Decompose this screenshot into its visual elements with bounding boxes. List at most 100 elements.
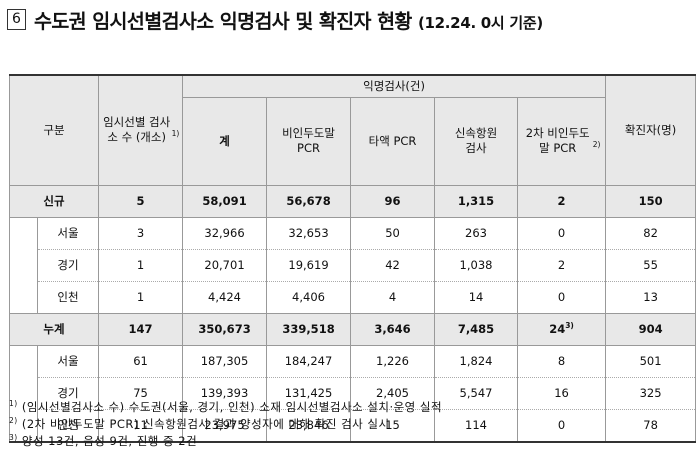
table-row: 인천 1 4,424 4,406 4 14 0 13: [9, 280, 697, 313]
cell-saliva: 42: [350, 248, 436, 281]
row-label: 서울: [36, 345, 100, 377]
header-second-pcr: 2차 비인두도말 PCR 2): [517, 96, 607, 186]
title-row: 6 수도권 임시선별검사소 익명검사 및 확진자 현황 (12.24. 0시 기…: [7, 5, 543, 34]
header-total: 계: [182, 96, 268, 186]
cell-nasal: 19,619: [266, 248, 352, 281]
cell-sites: 75: [98, 376, 184, 409]
cell-saliva: 15: [350, 408, 436, 442]
row-label: 인천: [36, 408, 100, 442]
cell-rapid: 5,547: [434, 376, 519, 409]
header-nasal-pcr: 비인두도말 PCR: [266, 96, 352, 186]
cell-second: 243): [517, 312, 607, 346]
indent-cell: [9, 409, 38, 442]
header-rapid-label: 신속항원 검사: [454, 126, 498, 155]
cell-sites: 61: [98, 345, 184, 377]
cell-total: 23,975: [182, 408, 268, 442]
cell-total: 187,305: [182, 345, 268, 377]
cell-saliva: 2,405: [350, 376, 436, 409]
cell-nasal: 32,653: [266, 217, 352, 249]
footnote-mark: 2): [9, 416, 18, 426]
footnote-mark-3: 3): [565, 321, 574, 331]
cell-sites: 147: [98, 312, 184, 346]
footnote-text: 양성 13건, 음성 9건, 진행 중 2건: [17, 434, 198, 448]
cell-rapid: 114: [434, 408, 519, 442]
row-label: 서울: [36, 217, 100, 249]
footnotes: 1) (임시선별검사소 수) 수도권(서울, 경기, 인천) 소재 임시선별검사…: [9, 399, 442, 450]
section-number-box: 6: [7, 8, 26, 30]
cell-sites: 3: [98, 217, 184, 249]
cell-second: 8: [517, 345, 607, 377]
cell-rapid: 7,485: [434, 312, 519, 346]
footnote-mark: 1): [9, 399, 18, 409]
cell-saliva: 4: [350, 280, 436, 313]
header-category: 구분: [8, 74, 100, 186]
cell-saliva: 96: [350, 184, 436, 218]
footnote: 2) (2차 비인두도말 PCR) 신속항원검사 결과 양성자에 대해 확진 검…: [9, 416, 442, 433]
cell-confirmed: 501: [605, 345, 697, 377]
footnote: 1) (임시선별검사소 수) 수도권(서울, 경기, 인천) 소재 임시선별검사…: [9, 399, 442, 416]
table-row-new: 신규 5 58,091 56,678 96 1,315 2 150: [8, 184, 697, 218]
indent-cell: [9, 217, 38, 249]
status-table: 구분 임시선별 검사소 수 (개소) 1) 익명검사(건) 확진자(명) 계 비인…: [8, 74, 697, 443]
row-label: 경기: [36, 248, 100, 281]
cell-saliva: 1,226: [350, 345, 436, 377]
row-label: 누계: [8, 312, 100, 346]
cell-total: 58,091: [182, 184, 268, 218]
cell-second: 2: [517, 248, 607, 281]
footnote-mark: 3): [9, 433, 18, 443]
cell-confirmed: 55: [605, 248, 697, 281]
header-sites-label: 임시선별 검사소 수 (개소): [103, 115, 171, 145]
footnote: 3) 양성 13건, 음성 9건, 진행 중 2건: [9, 433, 442, 450]
cell-nasal: 339,518: [266, 312, 352, 346]
indent-cell: [9, 377, 38, 409]
header-sites: 임시선별 검사소 수 (개소) 1): [98, 74, 184, 186]
cell-rapid: 1,315: [434, 184, 519, 218]
cell-saliva: 50: [350, 217, 436, 249]
cell-rapid: 263: [434, 217, 519, 249]
header-confirmed: 확진자(명): [605, 74, 697, 186]
cell-confirmed: 325: [605, 376, 697, 409]
cell-total: 32,966: [182, 217, 268, 249]
cell-total: 4,424: [182, 280, 268, 313]
cell-second: 0: [517, 280, 607, 313]
cell-total: 350,673: [182, 312, 268, 346]
cell-confirmed: 13: [605, 280, 697, 313]
footnote-mark-1: 1): [171, 129, 180, 139]
row-label: 인천: [36, 280, 100, 313]
cell-total: 139,393: [182, 376, 268, 409]
row-label: 신규: [8, 184, 100, 218]
cell-nasal: 23,846: [266, 408, 352, 442]
indent-cell: [9, 345, 38, 377]
cell-confirmed: 904: [605, 312, 697, 346]
cell-second: 0: [517, 408, 607, 442]
cell-nasal: 184,247: [266, 345, 352, 377]
table-row: 서울 61 187,305 184,247 1,226 1,824 8 501: [9, 345, 697, 377]
cell-rapid: 1,038: [434, 248, 519, 281]
cell-sites: 1: [98, 280, 184, 313]
footnote-mark-2: 2): [592, 140, 601, 150]
table-row: 경기 1 20,701 19,619 42 1,038 2 55: [9, 248, 697, 281]
table-row: 서울 3 32,966 32,653 50 263 0 82: [9, 217, 697, 249]
header-nasal-pcr-label: 비인두도말 PCR: [282, 126, 335, 155]
cell-rapid: 1,824: [434, 345, 519, 377]
cell-nasal: 131,425: [266, 376, 352, 409]
indent-cell: [9, 249, 38, 281]
header-anon-group: 익명검사(건): [182, 74, 607, 98]
title-date: (12.24. 0시 기준): [417, 13, 543, 32]
cell-nasal: 4,406: [266, 280, 352, 313]
cell-nasal: 56,678: [266, 184, 352, 218]
cell-confirmed: 82: [605, 217, 697, 249]
cell-second-value: 24: [549, 322, 566, 336]
footnote-text: (임시선별검사소 수) 수도권(서울, 경기, 인천) 소재 임시선별검사소 설…: [17, 400, 443, 414]
page-title: 수도권 임시선별검사소 익명검사 및 확진자 현황 (12.24. 0시 기준): [34, 5, 543, 34]
row-label: 경기: [36, 376, 100, 409]
cell-confirmed: 150: [605, 184, 697, 218]
cell-sites: 5: [98, 184, 184, 218]
cell-saliva: 3,646: [350, 312, 436, 346]
footnote-text: (2차 비인두도말 PCR) 신속항원검사 결과 양성자에 대해 확진 검사 실…: [17, 417, 390, 431]
cell-second: 16: [517, 376, 607, 409]
cell-second: 2: [517, 184, 607, 218]
cell-confirmed: 78: [605, 408, 697, 442]
table-row-cumulative: 누계 147 350,673 339,518 3,646 7,485 243) …: [8, 312, 697, 346]
cell-sites: 1: [98, 248, 184, 281]
